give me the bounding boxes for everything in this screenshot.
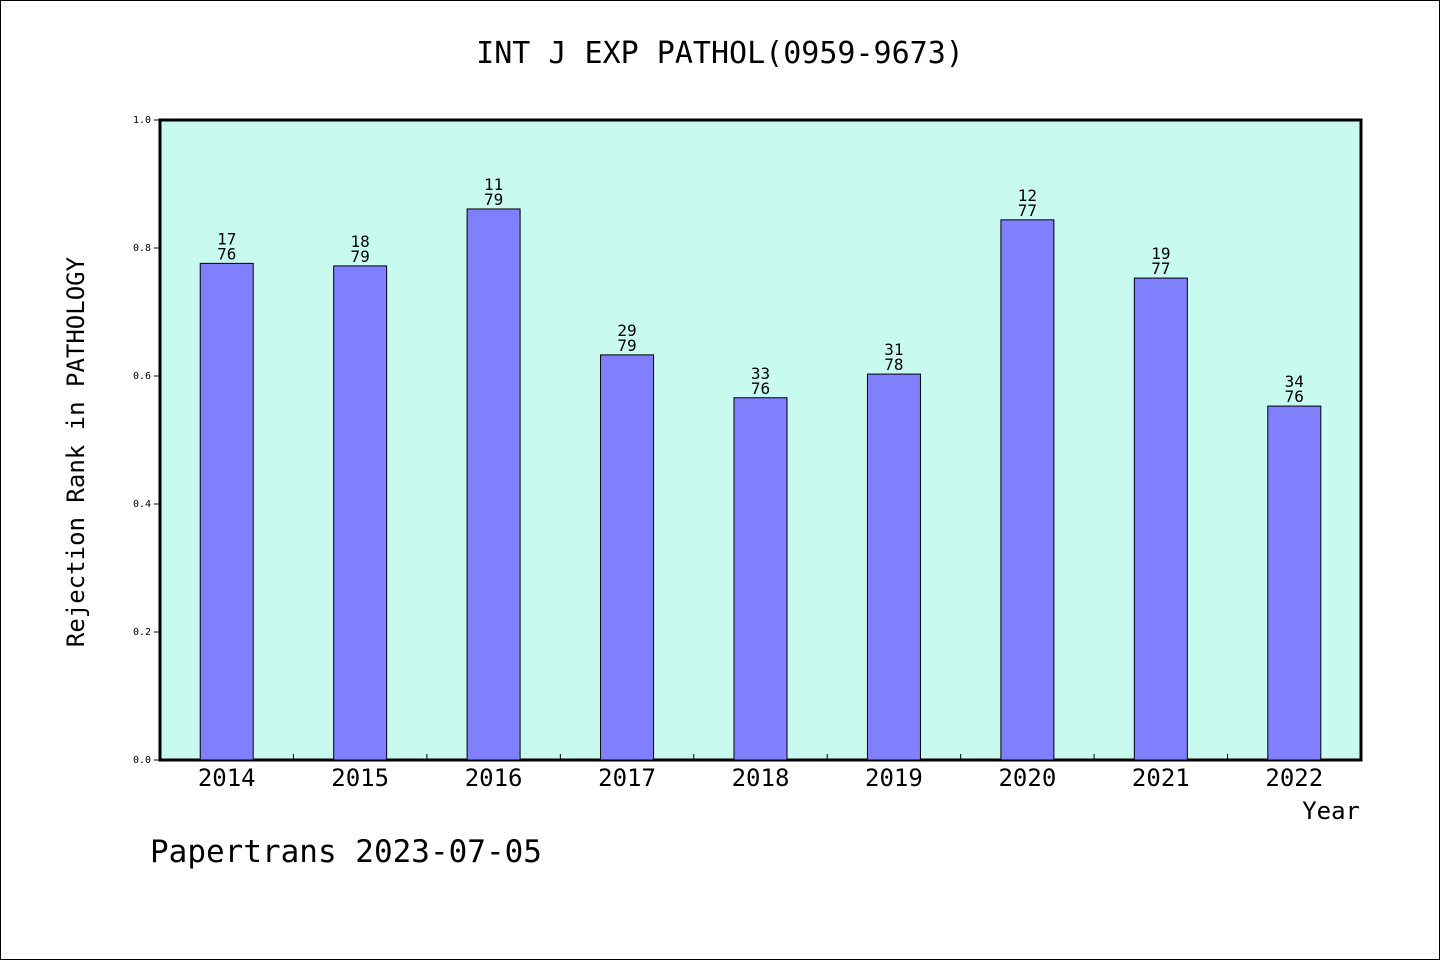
- chart-title: INT J EXP PATHOL(0959-9673): [476, 36, 964, 71]
- x-tick-label: 2021: [1132, 764, 1190, 792]
- bar-total-label: 78: [884, 355, 903, 374]
- bar-total-label: 76: [751, 379, 770, 398]
- bar: [866, 373, 921, 761]
- y-tick-label: 0.4: [133, 499, 151, 510]
- y-tick-label: 0.2: [133, 627, 151, 638]
- y-tick-label: 1.0: [133, 115, 151, 126]
- bar-rank-label: 12: [1018, 186, 1037, 205]
- bar: [466, 208, 521, 761]
- x-tick-label: 2016: [465, 764, 523, 792]
- bar-total-label: 77: [1018, 201, 1037, 220]
- bar-rank-label: 29: [617, 321, 636, 340]
- y-axis-label: Rejection Rank in PATHOLOGY: [62, 256, 90, 648]
- bar-total-label: 79: [351, 247, 370, 266]
- x-tick-label: 2017: [598, 764, 656, 792]
- bar-total-label: 77: [1151, 259, 1170, 278]
- bar: [600, 354, 655, 761]
- bar: [333, 265, 388, 761]
- x-tick-label: 2014: [198, 764, 256, 792]
- x-tick-label: 2018: [732, 764, 790, 792]
- ticks-layer: 0.0 0.2 0.4 0.6 0.8 1.0 2014 2015 2016 2017 2018 20…: [133, 115, 1323, 792]
- x-axis-label: Year: [1302, 797, 1360, 825]
- y-tick-label: 0.6: [133, 371, 151, 382]
- x-tick-label: 2015: [331, 764, 389, 792]
- bar: [1133, 277, 1188, 761]
- y-tick-label: 0.8: [133, 243, 151, 254]
- bar: [1267, 405, 1322, 761]
- bar-rank-label: 33: [751, 364, 770, 383]
- x-tick-label: 2020: [998, 764, 1056, 792]
- bar-rank-label: 18: [351, 232, 370, 251]
- bar-rank-label: 11: [484, 175, 503, 194]
- bar: [199, 262, 254, 761]
- x-tick-label: 2019: [865, 764, 923, 792]
- bar-total-label: 76: [1285, 387, 1304, 406]
- y-tick-label: 0.0: [133, 755, 151, 766]
- bar-total-label: 79: [617, 336, 636, 355]
- bar-rank-label: 31: [884, 340, 903, 359]
- bar-total-label: 79: [484, 190, 503, 209]
- bar: [733, 397, 788, 761]
- footer-note: Papertrans 2023-07-05: [150, 834, 542, 870]
- bar-total-label: 76: [217, 244, 236, 263]
- bar-rank-label: 19: [1151, 244, 1170, 263]
- bar-rank-label: 17: [217, 229, 236, 248]
- bar: [1000, 219, 1055, 761]
- bar-rank-label: 34: [1285, 372, 1304, 391]
- x-tick-label: 2022: [1265, 764, 1323, 792]
